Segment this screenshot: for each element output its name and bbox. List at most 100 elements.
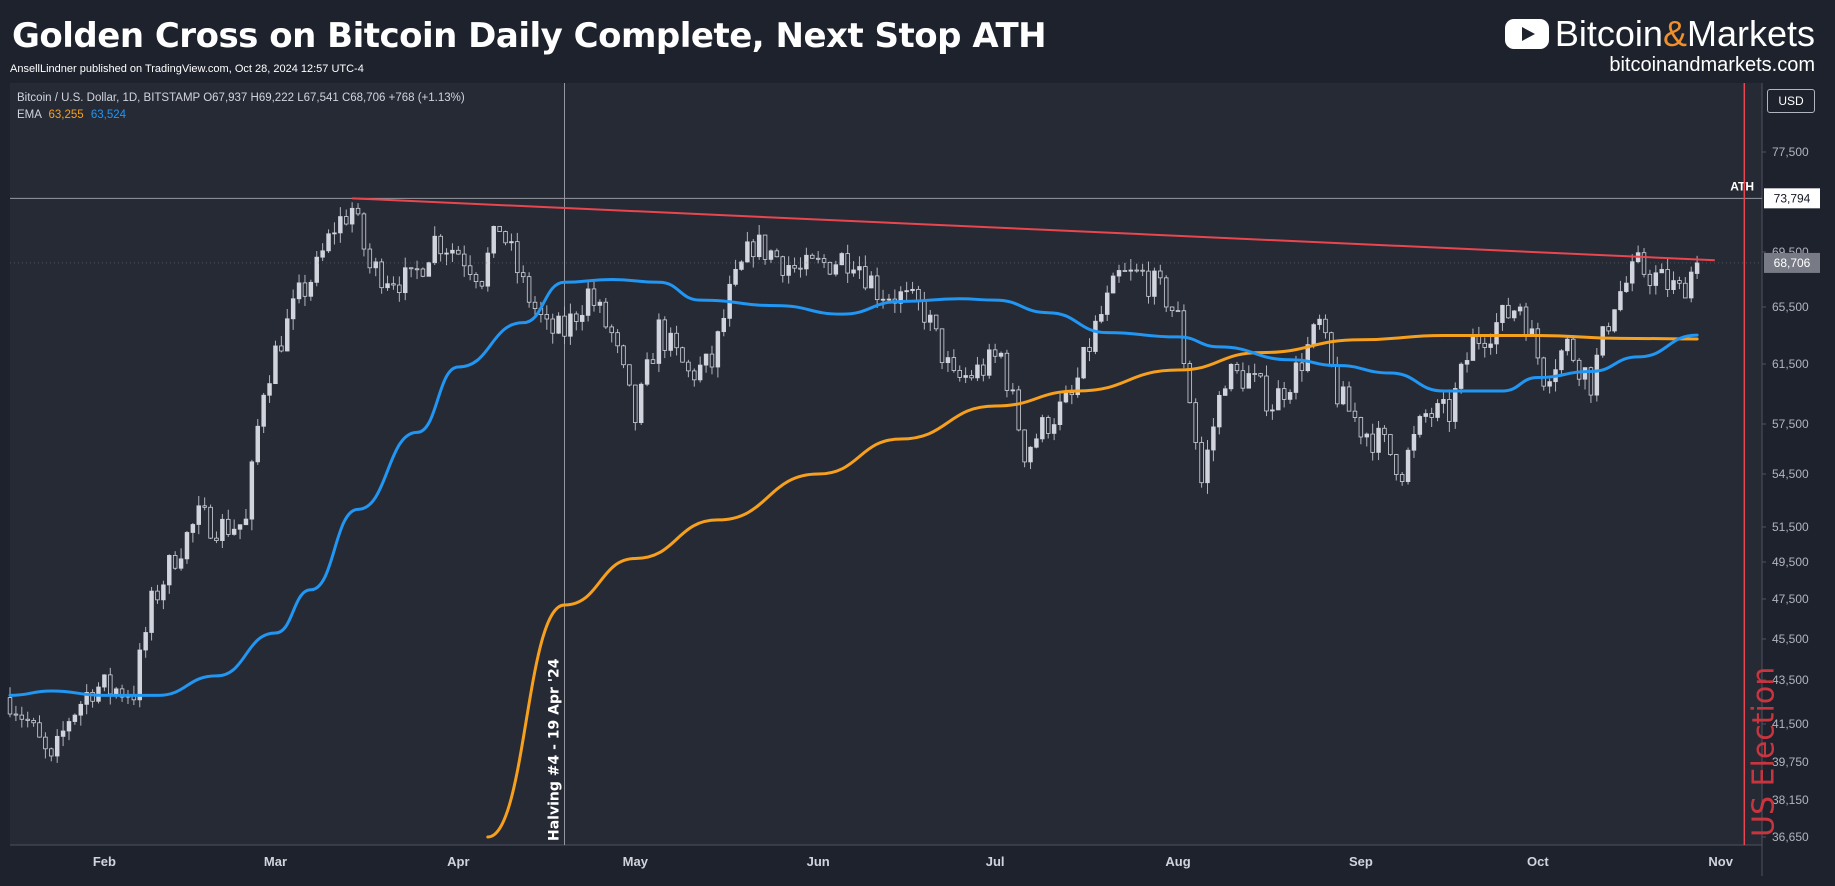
candle [19, 706, 25, 728]
candle [863, 255, 868, 291]
candle [591, 279, 597, 312]
candle [1500, 304, 1505, 331]
candle-body-down [1004, 352, 1010, 391]
candle-body-down [408, 267, 414, 270]
candle-body-down [479, 281, 485, 287]
candle-body-up [656, 319, 662, 364]
candle [1317, 314, 1322, 330]
time-tick-label: Aug [1165, 854, 1190, 869]
candle [804, 247, 809, 276]
candle-body-up [1547, 381, 1552, 387]
candle [355, 203, 361, 216]
candle [739, 260, 744, 271]
legend-ema-row: EMA 63,255 63,524 [17, 107, 465, 124]
last-price-badge [1764, 252, 1820, 273]
candle-body-down [780, 256, 785, 276]
candle-body-up [1494, 322, 1499, 345]
candle [485, 247, 491, 292]
candle [461, 245, 467, 277]
legend-ema-label[interactable]: EMA [17, 109, 42, 121]
price-tick-label: 51,500 [1772, 520, 1809, 534]
candle [1340, 381, 1346, 406]
candle-body-up [556, 315, 561, 334]
candle [733, 259, 738, 287]
candle-body-up [273, 345, 278, 385]
candle [1045, 415, 1051, 439]
candle [78, 701, 84, 726]
candle [709, 345, 715, 375]
candle [568, 303, 573, 345]
candle [491, 225, 496, 258]
candle [1411, 425, 1417, 458]
candle-body-down [1665, 269, 1670, 290]
time-tick-label: Feb [93, 854, 116, 869]
ath-text: ATH [1730, 179, 1754, 193]
time-tick-label: Jul [986, 854, 1005, 869]
legend-ohlc: O67,937 H69,222 L67,541 C68,706 +768 (+1… [203, 92, 465, 104]
candle-body-up [237, 524, 243, 530]
halving-label: Halving #4 - 19 Apr '24 [547, 658, 563, 841]
candle-body-up [509, 241, 514, 244]
candle-body-up [1057, 401, 1063, 425]
candle [296, 274, 302, 304]
candle-body-up [1063, 392, 1069, 403]
candle-body-up [220, 518, 225, 541]
candle [574, 311, 579, 331]
candle [479, 280, 485, 290]
candle-body-up [296, 282, 302, 300]
candle-body-up [998, 352, 1004, 357]
candle-body-up [72, 714, 78, 722]
candle [49, 747, 54, 762]
candle-body-down [863, 266, 868, 289]
candle-body-down [532, 301, 538, 309]
candle-body-down [526, 276, 532, 303]
candle [556, 312, 561, 335]
candle-body-down [208, 506, 213, 539]
candle-body-up [84, 692, 89, 705]
currency-button[interactable]: USD [1767, 89, 1815, 113]
candle [1110, 272, 1116, 294]
candle-body-down [515, 241, 520, 274]
candle [1252, 363, 1257, 382]
candle [957, 365, 962, 382]
candle [143, 626, 148, 658]
legend-symbol[interactable]: Bitcoin / U.S. Dollar, 1D, BITSTAMP [17, 92, 200, 104]
candle-body-down [1199, 442, 1204, 484]
candle-body-down [461, 253, 467, 267]
candle [928, 309, 933, 331]
candle [532, 296, 538, 317]
candle [1028, 446, 1033, 470]
candle [1629, 254, 1635, 292]
candle [226, 509, 231, 537]
candle-body-up [851, 269, 856, 274]
candle [31, 717, 36, 727]
candle [627, 364, 632, 387]
time-tick-label: May [623, 854, 649, 869]
candle-body-up [975, 364, 980, 379]
candle-body-up [1517, 306, 1523, 312]
candle [721, 309, 727, 337]
candle [857, 256, 862, 279]
candle [285, 308, 290, 352]
candle [25, 711, 30, 728]
candle [54, 729, 60, 763]
candle [7, 687, 13, 718]
candle-body-down [1429, 413, 1434, 418]
candle [1057, 393, 1063, 431]
candle-body-down [379, 261, 384, 289]
candle [1016, 385, 1021, 432]
candle [1122, 262, 1128, 272]
candle-body-down [933, 314, 939, 330]
candle [391, 276, 396, 290]
candle-body-down [680, 347, 685, 363]
candle-body-down [1163, 277, 1169, 308]
candle [1618, 280, 1623, 312]
page-title: Golden Cross on Bitcoin Daily Complete, … [12, 16, 1047, 56]
candle [261, 392, 266, 434]
candle-body-down [751, 241, 756, 258]
candle-body-up [184, 532, 190, 560]
candle-body-down [503, 231, 508, 244]
candle-body-down [43, 736, 48, 750]
candle-body-up [1099, 314, 1104, 322]
